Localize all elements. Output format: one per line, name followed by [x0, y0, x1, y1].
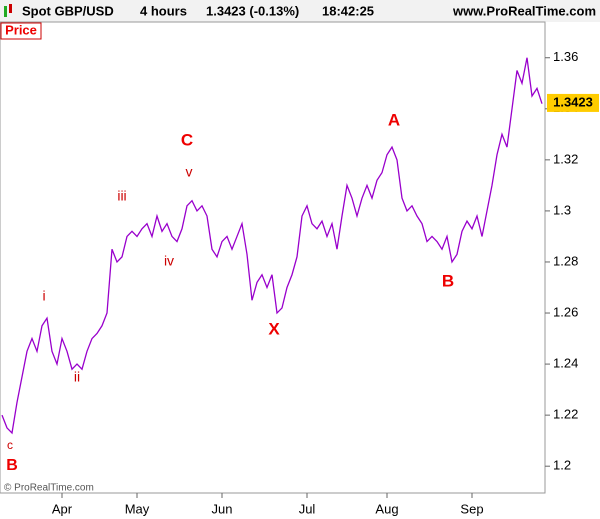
time: 18:42:25 — [322, 3, 374, 18]
y-tick-label: 1.24 — [553, 356, 578, 371]
wave-label: iv — [164, 253, 174, 269]
x-tick-label: Apr — [52, 501, 73, 516]
last-price-label: 1.3423 — [553, 94, 593, 109]
x-tick-label: Sep — [460, 501, 483, 516]
x-tick-label: Jul — [299, 501, 316, 516]
x-tick-label: Jun — [212, 501, 233, 516]
website: www.ProRealTime.com — [452, 3, 596, 18]
wave-label: c — [7, 438, 13, 452]
x-tick-label: May — [125, 501, 150, 516]
y-tick-label: 1.28 — [553, 253, 578, 268]
y-tick-label: 1.2 — [553, 458, 571, 473]
y-tick-label: 1.3 — [553, 202, 571, 217]
wave-label: ii — [74, 369, 80, 385]
panel-label-box — [0, 22, 42, 40]
last-price-box — [547, 93, 599, 112]
last-price-text: 1.3423 (-0.13%) — [206, 3, 299, 18]
wave-label: i — [42, 288, 45, 304]
y-tick-label: 1.26 — [553, 304, 578, 319]
y-tick-label: 1.32 — [553, 151, 578, 166]
y-tick-label: 1.22 — [553, 407, 578, 422]
wave-label: C — [181, 130, 193, 149]
x-tick-label: Aug — [375, 501, 398, 516]
timeframe: 4 hours — [140, 3, 187, 18]
plot-frame — [0, 21, 546, 494]
wave-label: A — [388, 110, 400, 129]
wave-label: iii — [117, 188, 126, 204]
wave-label: B — [6, 457, 18, 474]
chart-title: Spot GBP/USD — [22, 3, 114, 18]
price-line — [1, 57, 543, 435]
header-bar — [0, 0, 600, 22]
wave-label: B — [442, 271, 454, 290]
copyright: © ProRealTime.com — [4, 483, 94, 494]
wave-label: v — [186, 164, 193, 180]
y-tick-label: 1.36 — [553, 49, 578, 64]
panel-label: Price — [5, 22, 37, 37]
wave-label: X — [268, 319, 280, 338]
candle-icon — [4, 4, 12, 17]
